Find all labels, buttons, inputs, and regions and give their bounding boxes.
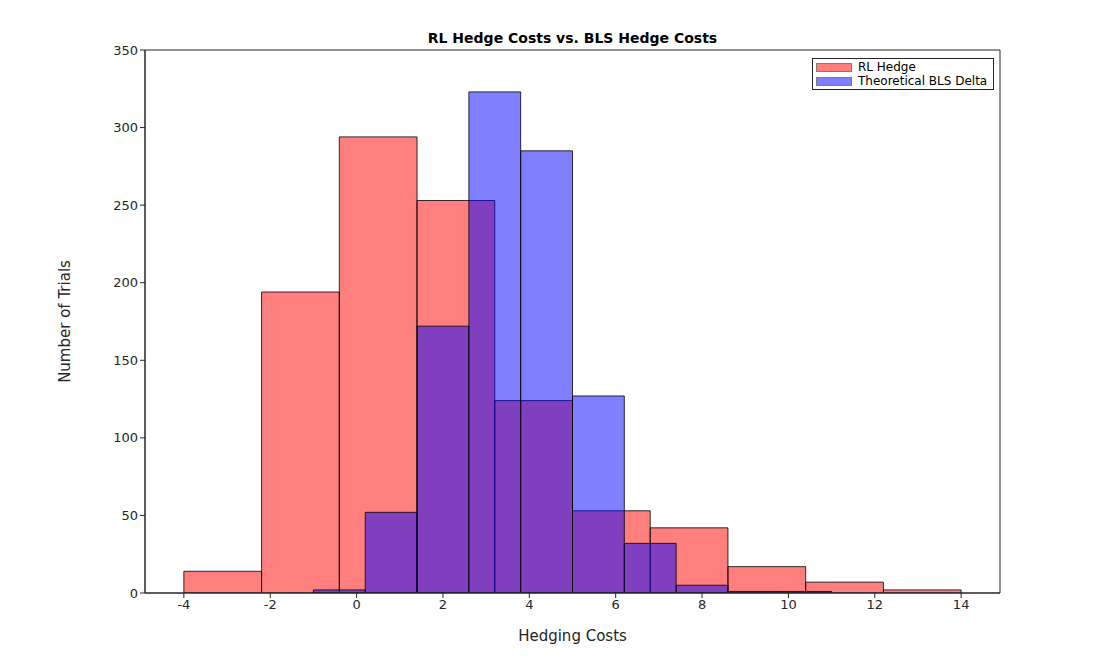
html-text:RL Hedge Costs vs. BLS Hedge C: RL Hedge Costs vs. BLS Hedge Costs: [427, 30, 718, 46]
svg-text:0: 0: [352, 597, 360, 612]
svg-text:2: 2: [439, 597, 447, 612]
svg-text:250: 250: [113, 198, 138, 213]
html-text:RL Hedge: RL Hedge: [858, 60, 916, 74]
svg-text:350: 350: [113, 43, 138, 58]
svg-text:300: 300: [113, 120, 138, 135]
svg-text:100: 100: [113, 430, 138, 445]
svg-text:-4: -4: [177, 597, 190, 612]
svg-text:50: 50: [121, 508, 138, 523]
html-text:Theoretical BLS Delta: Theoretical BLS Delta: [858, 74, 988, 88]
svg-text:4: 4: [525, 597, 533, 612]
svg-text:8: 8: [698, 597, 706, 612]
svg-text:0: 0: [130, 586, 138, 601]
svg-text:10: 10: [780, 597, 797, 612]
svg-text:-2: -2: [264, 597, 277, 612]
svg-text:6: 6: [612, 597, 620, 612]
svg-text:14: 14: [953, 597, 970, 612]
svg-text:Number of Trials: Number of Trials: [56, 260, 74, 383]
svg-text:12: 12: [866, 597, 883, 612]
svg-text:Hedging Costs: Hedging Costs: [518, 627, 627, 645]
svg-text:150: 150: [113, 353, 138, 368]
svg-text:200: 200: [113, 275, 138, 290]
